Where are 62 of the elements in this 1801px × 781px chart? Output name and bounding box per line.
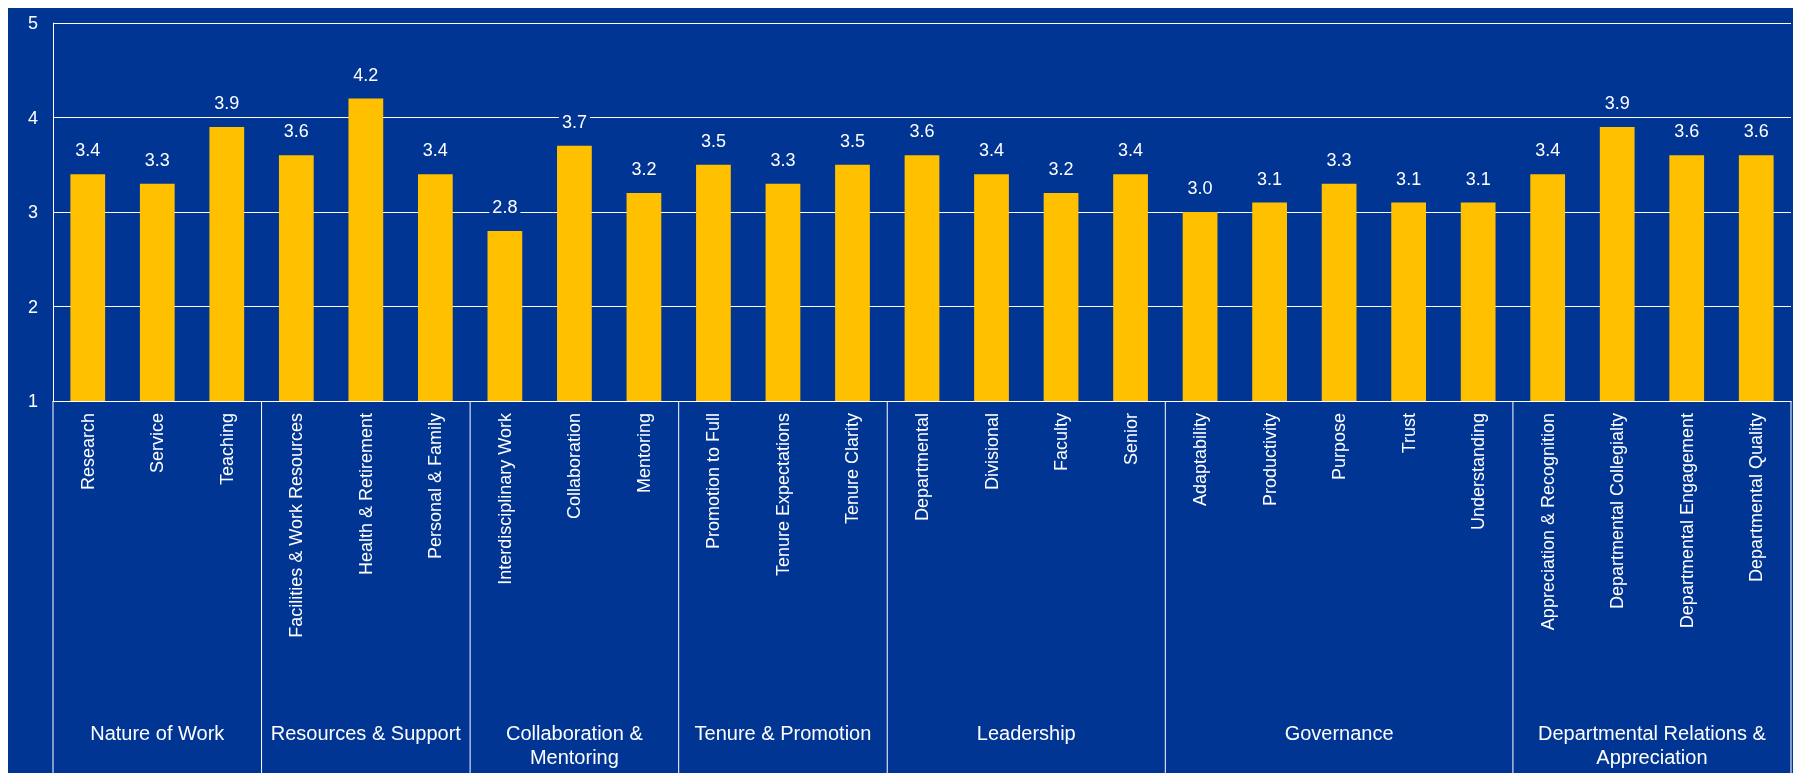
- x-tick-label: Trust: [1398, 413, 1419, 454]
- x-tick-label: Tenure Clarity: [842, 413, 863, 525]
- data-label: 3.4: [1118, 140, 1144, 161]
- data-label: 3.3: [770, 149, 796, 170]
- data-label: 3.7: [561, 111, 587, 132]
- data-label: 3.9: [214, 92, 240, 113]
- x-tick-label: Departmental: [912, 413, 932, 522]
- x-tick-label: Service: [147, 413, 168, 474]
- data-label: 4.2: [353, 64, 379, 85]
- data-label: 3.1: [1257, 168, 1283, 189]
- data-label: 3.1: [1396, 168, 1422, 189]
- data-label: 3.4: [75, 140, 101, 161]
- text: Leadership: [975, 721, 1077, 745]
- data-label: 3.3: [1326, 149, 1352, 170]
- y-tick-label: 5: [28, 13, 39, 33]
- data-label: 3.4: [422, 140, 448, 161]
- text: Departmental Relations & Appreciation: [1537, 721, 1767, 769]
- x-tick-label: Productivity: [1259, 413, 1280, 507]
- x-tick-label: Understanding: [1468, 413, 1489, 531]
- data-label: 3.3: [144, 149, 170, 170]
- y-tick-label: 4: [28, 107, 39, 128]
- x-tick-label: Interdisciplinary Work: [494, 412, 515, 585]
- data-label: 3.6: [909, 121, 935, 142]
- x-tick-label: Senior: [1120, 412, 1141, 466]
- x-tick-label: Teaching: [216, 413, 237, 486]
- data-label: 2.8: [492, 196, 518, 217]
- data-label: 3.6: [1743, 121, 1769, 142]
- x-tick-label: Personal & Family: [425, 413, 446, 560]
- x-tick-label: Facilities & Work Resources: [286, 413, 307, 638]
- data-label: 3.0: [1187, 178, 1213, 198]
- x-tick-label: Collaboration: [564, 413, 585, 520]
- data-label: 3.6: [1674, 121, 1700, 142]
- data-label: 3.9: [1604, 92, 1630, 113]
- data-label: 3.6: [283, 121, 309, 142]
- data-label: 3.2: [631, 159, 657, 180]
- x-tick-label: Divisional: [981, 413, 1002, 491]
- x-tick-label: Purpose: [1329, 413, 1350, 481]
- text: Nature of Work: [89, 721, 226, 745]
- text: Collaboration & Mentoring: [505, 721, 644, 769]
- data-label: 3.5: [839, 130, 865, 151]
- x-tick-label: Faculty: [1051, 413, 1072, 472]
- y-tick-label: 3: [28, 202, 39, 222]
- x-tick-label: Departmental Quality: [1746, 413, 1767, 583]
- text: Governance: [1283, 721, 1395, 745]
- x-tick-label: Promotion to Full: [703, 413, 724, 550]
- x-tick-label: Tenure Expectations: [772, 413, 793, 577]
- x-tick-label: Departmental Collegialty: [1607, 413, 1628, 610]
- data-label: 3.4: [979, 140, 1005, 161]
- y-tick-label: 2: [28, 296, 39, 317]
- x-tick-label: Appreciation & Recognition: [1537, 413, 1558, 631]
- x-tick-label: Health & Retirement: [355, 413, 376, 576]
- data-label: 3.5: [700, 130, 726, 151]
- text: Tenure & Promotion: [693, 721, 873, 745]
- data-label: 3.4: [1535, 140, 1561, 161]
- data-label: 3.2: [1048, 159, 1074, 180]
- x-tick-label: Departmental Engagement: [1676, 413, 1697, 629]
- y-tick-label: 1: [28, 391, 39, 411]
- x-tick-label: Research: [77, 413, 98, 491]
- x-tick-label: Adaptability: [1190, 413, 1211, 507]
- text: Resources & Support: [269, 721, 462, 745]
- x-tick-label: Mentoring: [633, 413, 654, 494]
- data-label: 3.1: [1465, 168, 1491, 189]
